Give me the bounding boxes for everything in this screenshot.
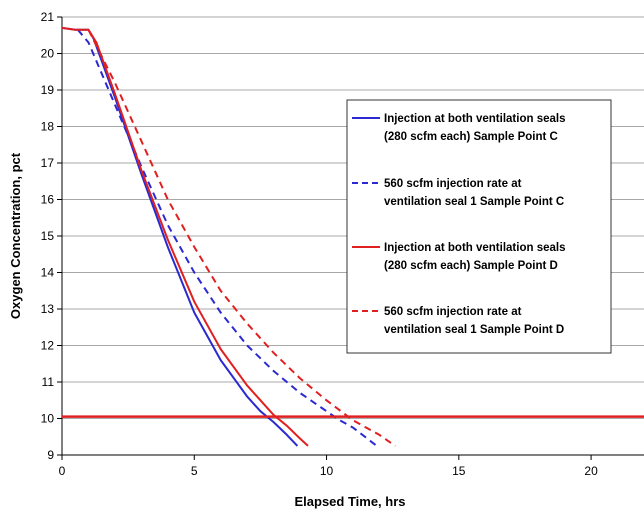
legend-label-2: ventilation seal 1 Sample Point C (384, 196, 564, 208)
series-line-3 (61, 26, 309, 447)
legend-label-3: Injection at both ventilation seals (384, 242, 565, 254)
y-tick-label: 17 (41, 156, 55, 170)
y-tick-label: 11 (42, 375, 55, 389)
y-tick-label: 15 (41, 229, 55, 243)
y-ticks: 9 10 11 12 13 14 15 16 17 18 19 20 21 (41, 10, 62, 462)
y-tick-label: 19 (41, 83, 55, 97)
series-line-1 (61, 26, 299, 447)
legend: Injection at both ventilation seals (280 … (346, 99, 612, 354)
legend-label-4: ventilation seal 1 Sample Point D (384, 324, 564, 336)
y-tick-label: 10 (41, 412, 55, 426)
y-tick-label: 21 (41, 10, 55, 24)
legend-label-2: 560 scfm injection rate at (384, 178, 522, 190)
series-line-4 (87, 29, 396, 447)
y-tick-label: 13 (41, 302, 55, 316)
y-tick-label: 16 (41, 193, 55, 207)
x-ticks: 0 5 10 15 20 (59, 455, 598, 478)
legend-label-3: (280 scfm each) Sample Point D (384, 260, 558, 272)
series-lines (61, 26, 396, 447)
y-tick-label: 14 (41, 266, 55, 280)
legend-label-4: 560 scfm injection rate at (384, 306, 522, 318)
y-tick-label: 9 (47, 448, 54, 462)
y-tick-label: 18 (41, 120, 55, 134)
x-tick-label: 5 (191, 464, 198, 478)
x-tick-label: 20 (584, 464, 598, 478)
x-tick-label: 15 (452, 464, 466, 478)
series-line-2 (77, 29, 378, 447)
x-tick-label: 0 (59, 464, 66, 478)
legend-label-1: (280 scfm each) Sample Point C (384, 131, 558, 143)
y-axis-label: Oxygen Concentration, pct (8, 152, 23, 319)
y-tick-label: 12 (41, 339, 55, 353)
legend-label-1: Injection at both ventilation seals (384, 113, 565, 125)
legend-box (346, 99, 612, 354)
x-axis-label: Elapsed Time, hrs (294, 494, 405, 509)
x-tick-label: 10 (320, 464, 334, 478)
y-tick-label: 20 (41, 47, 55, 61)
